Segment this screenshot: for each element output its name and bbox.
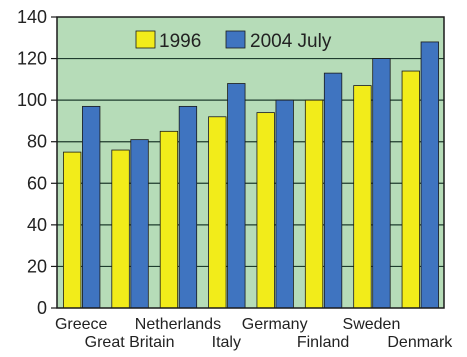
legend-label: 1996 — [159, 31, 201, 52]
x-tick-label: Sweden — [343, 316, 401, 333]
x-tick-label: Netherlands — [135, 316, 221, 333]
x-tick-label: Italy — [212, 334, 241, 351]
y-tick-label: 40 — [27, 215, 47, 235]
plot-frame — [56, 16, 445, 309]
bar-2004-july-italy — [227, 83, 246, 309]
x-tick-label: Greece — [55, 316, 108, 333]
bar-1996-netherlands — [159, 130, 179, 309]
bar-2004-july-great-britain — [130, 139, 149, 309]
y-tick-labels: 0 20 40 60 80 100 120 140 — [17, 7, 47, 318]
legend-swatch — [225, 30, 246, 49]
y-tick-label: 140 — [17, 7, 47, 27]
x-tick-label: Great Britain — [85, 334, 175, 351]
bar-2004-july-germany — [275, 99, 294, 309]
y-tick-label: 120 — [17, 49, 47, 69]
bar-2004-july-finland — [323, 72, 343, 309]
bar-1996-finland — [304, 99, 324, 309]
bar-2004-july-sweden — [372, 58, 391, 309]
legend-label: 2004 July — [250, 31, 332, 52]
bar-2004-july-greece — [82, 105, 101, 309]
bar-1996-italy — [208, 116, 227, 309]
x-tick-label: Finland — [297, 334, 349, 351]
y-tick-label: 80 — [27, 132, 47, 152]
x-tick-label: Denmark — [387, 334, 453, 351]
axes — [56, 16, 445, 309]
bar-1996-sweden — [353, 85, 372, 309]
bar-2004-july-denmark — [420, 41, 439, 309]
bar-1996-greece — [63, 151, 82, 309]
bar-1996-denmark — [401, 70, 420, 309]
bar-1996-great-britain — [111, 149, 130, 309]
y-tick-label: 20 — [27, 256, 47, 276]
legend-swatch — [135, 30, 156, 49]
y-tick-label: 100 — [17, 90, 47, 110]
bar-1996-germany — [256, 112, 275, 309]
bar-2004-july-netherlands — [178, 105, 198, 309]
y-tick-label: 60 — [27, 173, 47, 193]
legend: 1996 2004 July — [135, 30, 332, 52]
y-tick-label: 0 — [37, 298, 47, 318]
x-tick-label: Germany — [242, 316, 308, 333]
